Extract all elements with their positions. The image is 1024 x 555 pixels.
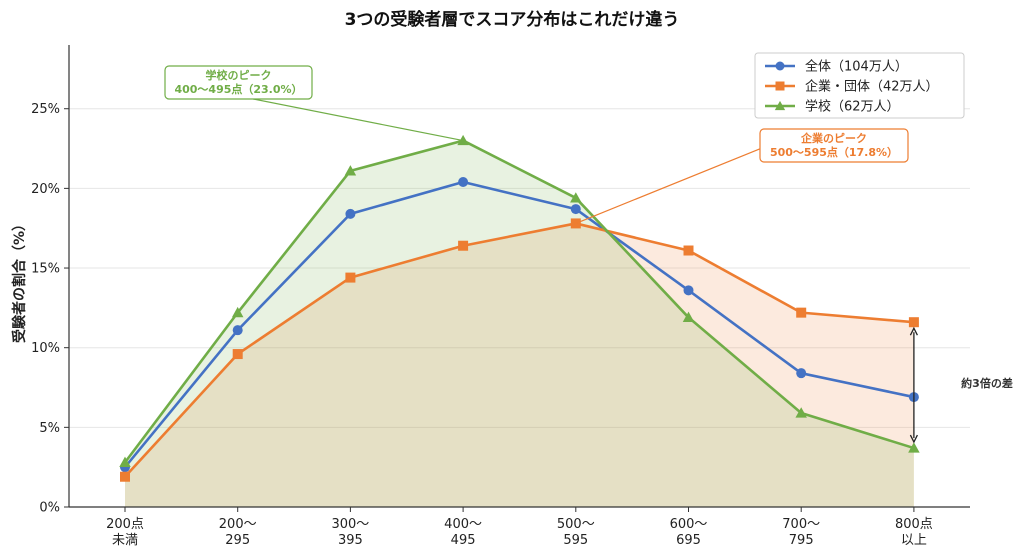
- data-point: [345, 208, 356, 219]
- annotation-label: 学校のピーク 400〜495点（23.0%）: [174, 68, 302, 96]
- series-area-fill: [125, 223, 914, 507]
- x-tick-label: 500〜 595: [557, 517, 595, 548]
- data-point: [458, 240, 469, 251]
- series-line: [123, 139, 915, 464]
- difference-arrow-head-up: [909, 326, 918, 336]
- annotation-label: 企業のピーク 500〜595点（17.8%）: [770, 131, 898, 159]
- data-point: [232, 325, 243, 336]
- data-point: [120, 471, 130, 482]
- data-point: [570, 204, 581, 215]
- data-point: [908, 317, 919, 328]
- data-point: [570, 192, 582, 203]
- legend-box: [754, 52, 965, 119]
- y-tick-label: 10%: [31, 341, 60, 356]
- grid: [69, 108, 970, 428]
- x-tick-label: 400〜 495: [444, 517, 482, 548]
- data-point: [344, 165, 357, 176]
- data-point: [683, 245, 694, 256]
- data-point: [345, 272, 356, 283]
- y-tick-label: 20%: [31, 182, 60, 197]
- data-point: [232, 349, 243, 360]
- series-area-fill: [125, 140, 914, 507]
- x-tick-label: 600〜 695: [670, 517, 708, 548]
- annotation-leader: [253, 98, 464, 142]
- annotation-box: [759, 128, 909, 163]
- data-point: [908, 442, 920, 453]
- data-point: [119, 456, 131, 467]
- y-tick-label: 5%: [39, 421, 60, 436]
- annotation-box: [164, 65, 313, 100]
- legend-entry: 学校（62万人）: [805, 99, 900, 115]
- data-point: [683, 285, 694, 296]
- x-tick-label: 300〜 395: [331, 517, 369, 548]
- data-point: [775, 61, 785, 71]
- x-tick-label: 800点以上: [895, 517, 933, 548]
- y-tick-label: 0%: [39, 501, 60, 516]
- data-point: [796, 307, 807, 318]
- y-tick-label: 15%: [31, 262, 60, 277]
- data-point: [795, 407, 807, 418]
- x-tick-label: 200〜 295: [219, 517, 257, 548]
- annotations: 学校のピーク 400〜495点（23.0%） 企業のピーク 500〜595点（17.8…: [164, 65, 1013, 444]
- y-tick-label: 25%: [31, 102, 60, 117]
- x-tick-label: 200点未満: [106, 517, 144, 548]
- y-axis-label: 受験者の割合（%）: [11, 217, 28, 343]
- series-line: [124, 222, 915, 478]
- legend-entry: 全体（104万人）: [805, 59, 908, 75]
- annotation-leader: [575, 148, 761, 224]
- data-point: [682, 311, 695, 323]
- difference-arrow-head-down: [909, 434, 918, 444]
- axes: 0% 5% 10% 15% 20% 25% 200点未満 200〜 295 300〜 395 400〜…: [31, 45, 970, 548]
- data-point: [774, 100, 786, 111]
- legend-entry: 企業・団体（42万人）: [805, 79, 939, 95]
- data-point: [231, 306, 244, 318]
- legend: 全体（104万人） 企業・団体（42万人） 学校（62万人）: [754, 52, 965, 119]
- series-line: [123, 180, 915, 468]
- series-lines: [123, 139, 915, 478]
- chart-title: 3つの受験者層でスコア分布はこれだけ違う: [345, 9, 680, 30]
- x-tick-label: 700〜 795: [782, 517, 820, 548]
- data-point: [458, 177, 469, 188]
- data-point: [775, 81, 785, 91]
- data-point: [796, 368, 807, 379]
- area-fills: [125, 140, 914, 507]
- difference-label: 約3倍の差: [961, 376, 1013, 390]
